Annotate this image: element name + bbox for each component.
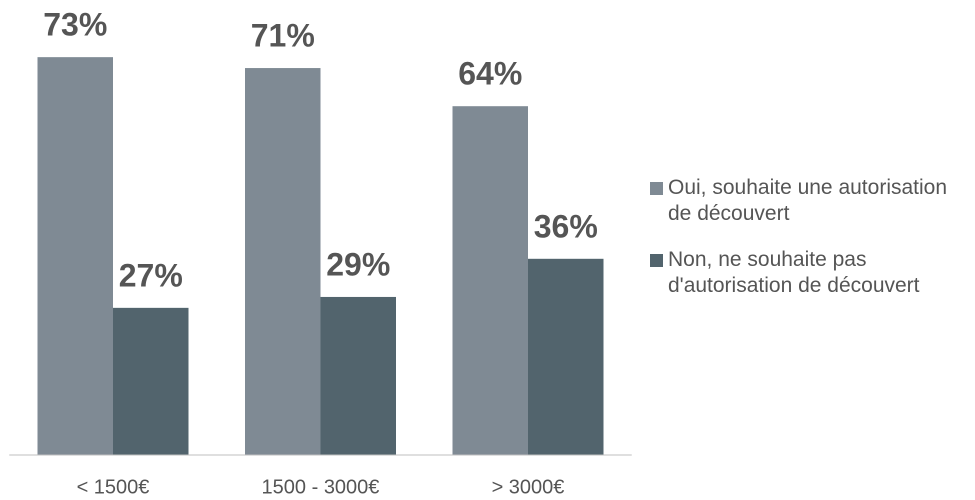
- data-label: 29%: [326, 246, 390, 282]
- legend-swatch: [650, 254, 663, 267]
- data-label: 36%: [534, 208, 598, 244]
- data-label: 71%: [251, 18, 315, 54]
- legend-swatch: [650, 182, 663, 195]
- x-tick-label: > 3000€: [492, 476, 565, 498]
- bar: [528, 258, 604, 455]
- data-label: 73%: [43, 7, 107, 43]
- x-tick-label: 1500 - 3000€: [262, 476, 380, 498]
- x-tick-label: < 1500€: [77, 476, 150, 498]
- bar: [37, 57, 113, 456]
- data-label: 64%: [458, 56, 522, 92]
- legend-item: Oui, souhaite une autorisation de découv…: [650, 175, 975, 227]
- bar: [113, 307, 189, 455]
- data-label: 27%: [119, 257, 183, 293]
- legend-label: Oui, souhaite une autorisation de découv…: [668, 176, 948, 225]
- chart: < 1500€ 73% 27% 1500 - 3000€ 71% 29% > 3000€ 64…: [9, 7, 632, 498]
- bar: [320, 296, 396, 455]
- legend-item: Non, ne souhaite pas d'autorisation de d…: [650, 247, 975, 299]
- legend-label: Non, ne souhaite pas d'autorisation de d…: [668, 248, 920, 297]
- bar: [452, 106, 528, 455]
- bar: [245, 68, 321, 456]
- legend: Oui, souhaite une autorisation de découv…: [650, 175, 975, 319]
